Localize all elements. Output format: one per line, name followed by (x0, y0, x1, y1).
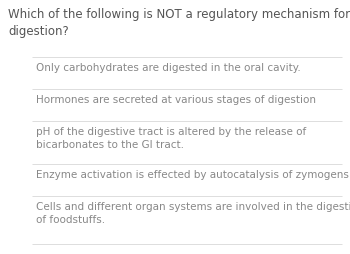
Text: Which of the following is NOT a regulatory mechanism for
digestion?: Which of the following is NOT a regulato… (8, 8, 350, 38)
Text: Cells and different organ systems are involved in the digestion
of foodstuffs.: Cells and different organ systems are in… (35, 201, 350, 224)
Text: Only carbohydrates are digested in the oral cavity.: Only carbohydrates are digested in the o… (35, 63, 300, 73)
Text: Enzyme activation is effected by autocatalysis of zymogens.: Enzyme activation is effected by autocat… (35, 169, 350, 179)
Text: pH of the digestive tract is altered by the release of
bicarbonates to the GI tr: pH of the digestive tract is altered by … (35, 126, 306, 150)
Text: Hormones are secreted at various stages of digestion: Hormones are secreted at various stages … (35, 95, 315, 105)
